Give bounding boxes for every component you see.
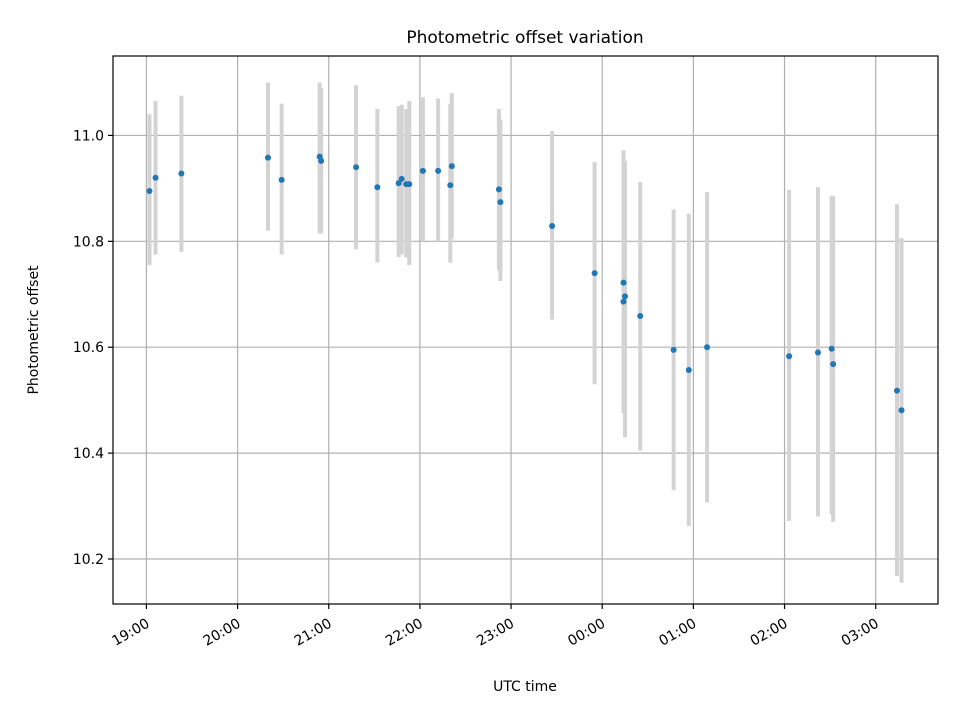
data-point [685, 366, 692, 373]
data-point [398, 175, 405, 182]
data-point [549, 222, 556, 229]
x-axis-label: UTC time [493, 679, 557, 695]
x-tick-label: 23:00 [474, 616, 517, 650]
data-point [620, 298, 627, 305]
data-point [898, 407, 905, 414]
data-point [637, 312, 644, 319]
y-tick-label: 10.8 [73, 234, 104, 250]
data-point [670, 346, 677, 353]
data-point [146, 188, 153, 195]
x-tick-label: 22:00 [383, 616, 426, 650]
x-tick-label: 01:00 [656, 616, 699, 650]
data-point [406, 181, 413, 188]
x-tick-label: 19:00 [109, 616, 152, 650]
data-point [395, 180, 402, 187]
chart-title: Photometric offset variation [406, 28, 643, 48]
data-point [828, 345, 835, 352]
data-point [178, 170, 185, 177]
y-tick-label: 10.6 [73, 340, 104, 356]
data-point [353, 164, 360, 171]
y-axis-label: Photometric offset [26, 265, 42, 395]
y-axis-ticks: 10.2 10.4 10.6 10.8 11.0 [73, 128, 113, 568]
x-axis-ticks: 19:00 20:00 21:00 22:00 23:00 00:00 01:00 02:00… [109, 604, 882, 650]
x-tick-label: 03:00 [839, 616, 882, 650]
data-point [318, 157, 325, 164]
data-point [264, 154, 271, 161]
x-tick-label: 20:00 [201, 616, 244, 650]
data-point [830, 361, 837, 368]
data-point [591, 270, 598, 277]
data-point [447, 182, 454, 189]
plot-frame [112, 55, 939, 605]
data-point [435, 167, 442, 174]
data-point [893, 387, 900, 394]
y-tick-label: 10.2 [73, 552, 104, 568]
data-point [786, 353, 793, 360]
error-bars [147, 82, 904, 583]
data-point [704, 344, 711, 351]
x-tick-label: 00:00 [565, 616, 608, 650]
y-tick-label: 10.4 [73, 446, 104, 462]
data-point [620, 279, 627, 286]
data-point [419, 167, 426, 174]
data-points [146, 153, 905, 414]
data-point [495, 186, 502, 193]
data-point [152, 174, 159, 181]
data-point [497, 199, 504, 206]
x-tick-label: 02:00 [748, 616, 791, 650]
grid-lines [113, 56, 938, 604]
data-point [374, 184, 381, 191]
y-tick-label: 11.0 [73, 128, 104, 144]
x-tick-label: 21:00 [292, 616, 335, 650]
data-point [814, 349, 821, 356]
data-point [448, 163, 455, 170]
data-point [278, 176, 285, 183]
data-point [622, 293, 629, 300]
